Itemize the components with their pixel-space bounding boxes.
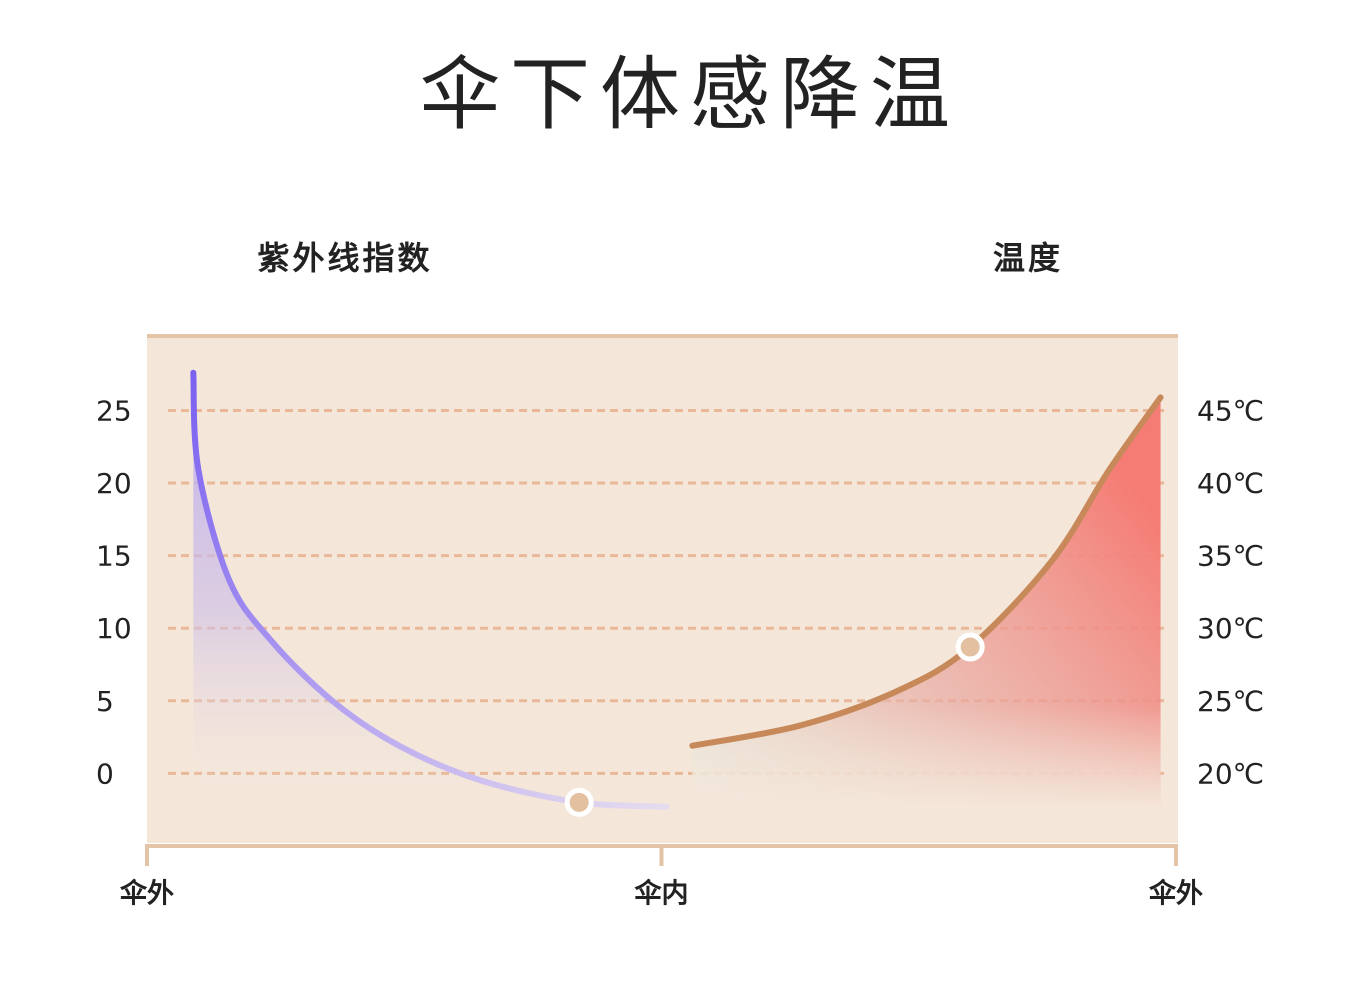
y2-tick-label: 25℃: [1197, 685, 1264, 718]
y-tick-label: 15: [96, 540, 132, 573]
y2-tick-label: 30℃: [1197, 612, 1264, 645]
x-tick-label: 伞外: [119, 878, 174, 910]
area-fade: [692, 397, 1161, 810]
y-tick-label: 0: [96, 757, 114, 790]
y-tick-label: 20: [96, 467, 132, 500]
x-tick-label: 伞外: [1148, 878, 1203, 910]
y-tick-label: 5: [96, 685, 114, 718]
area: [193, 372, 667, 810]
y2-tick-label: 20℃: [1197, 757, 1264, 790]
y2-tick-label: 35℃: [1197, 540, 1264, 573]
y2-tick-label: 40℃: [1197, 467, 1264, 500]
chart-title: 伞下体感降温: [420, 48, 960, 141]
y-tick-label: 10: [96, 612, 132, 645]
highlight-point: [564, 787, 594, 817]
x-tick-label: 伞内: [634, 878, 689, 910]
highlight-point: [955, 632, 985, 662]
y-tick-label: 25: [96, 394, 132, 427]
y-axis-label: 紫外线指数: [257, 239, 432, 277]
line: [190, 369, 670, 810]
y2-axis-label: 温度: [993, 239, 1063, 277]
y2-tick-label: 45℃: [1197, 394, 1264, 427]
